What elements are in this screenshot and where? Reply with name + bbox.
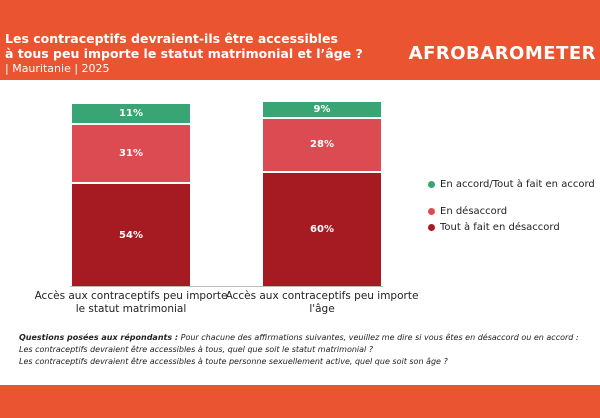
legend-item: Tout à fait en désaccord bbox=[428, 222, 560, 233]
note-line: Les contraceptifs devraient être accessi… bbox=[19, 345, 374, 354]
note-label: Questions posées aux répondants : bbox=[19, 333, 179, 342]
bar-segment: 60% bbox=[263, 170, 381, 286]
baseline bbox=[70, 286, 383, 287]
bar-segment: 11% bbox=[72, 101, 190, 123]
legend-label: Tout à fait en désaccord bbox=[440, 222, 560, 233]
title: à tous peu importe le statut matrimonial… bbox=[5, 46, 363, 61]
legend-label: En désaccord bbox=[440, 206, 508, 217]
legend-swatch bbox=[428, 181, 435, 188]
header-band bbox=[0, 0, 600, 80]
title: Les contraceptifs devraient-ils être acc… bbox=[5, 31, 338, 46]
x-tick-label: Accès aux contraceptifs peu importe l'âg… bbox=[225, 290, 419, 315]
bar-segment: 31% bbox=[72, 122, 190, 183]
legend-label: En accord/Tout à fait en accord bbox=[440, 179, 595, 190]
legend-item: En accord/Tout à fait en accord bbox=[428, 179, 595, 190]
logo: AFROBAROMETER bbox=[408, 43, 596, 64]
footer-band bbox=[0, 385, 600, 418]
note-line: Questions posées aux répondants : Pour c… bbox=[19, 333, 579, 342]
bar-segment: 9% bbox=[263, 99, 381, 118]
legend-swatch bbox=[428, 224, 435, 231]
subtitle: | Mauritanie | 2025 bbox=[5, 62, 110, 75]
note-line: Les contraceptifs devraient être accessi… bbox=[19, 357, 448, 366]
bar-segment: 28% bbox=[263, 117, 381, 171]
legend-item: En désaccord bbox=[428, 206, 507, 217]
note-text: Pour chacune des affirmations suivantes,… bbox=[180, 333, 579, 342]
bar-segment: 54% bbox=[72, 182, 190, 286]
legend-swatch bbox=[428, 208, 435, 215]
x-tick-label: Accès aux contraceptifs peu importe le s… bbox=[34, 290, 228, 315]
